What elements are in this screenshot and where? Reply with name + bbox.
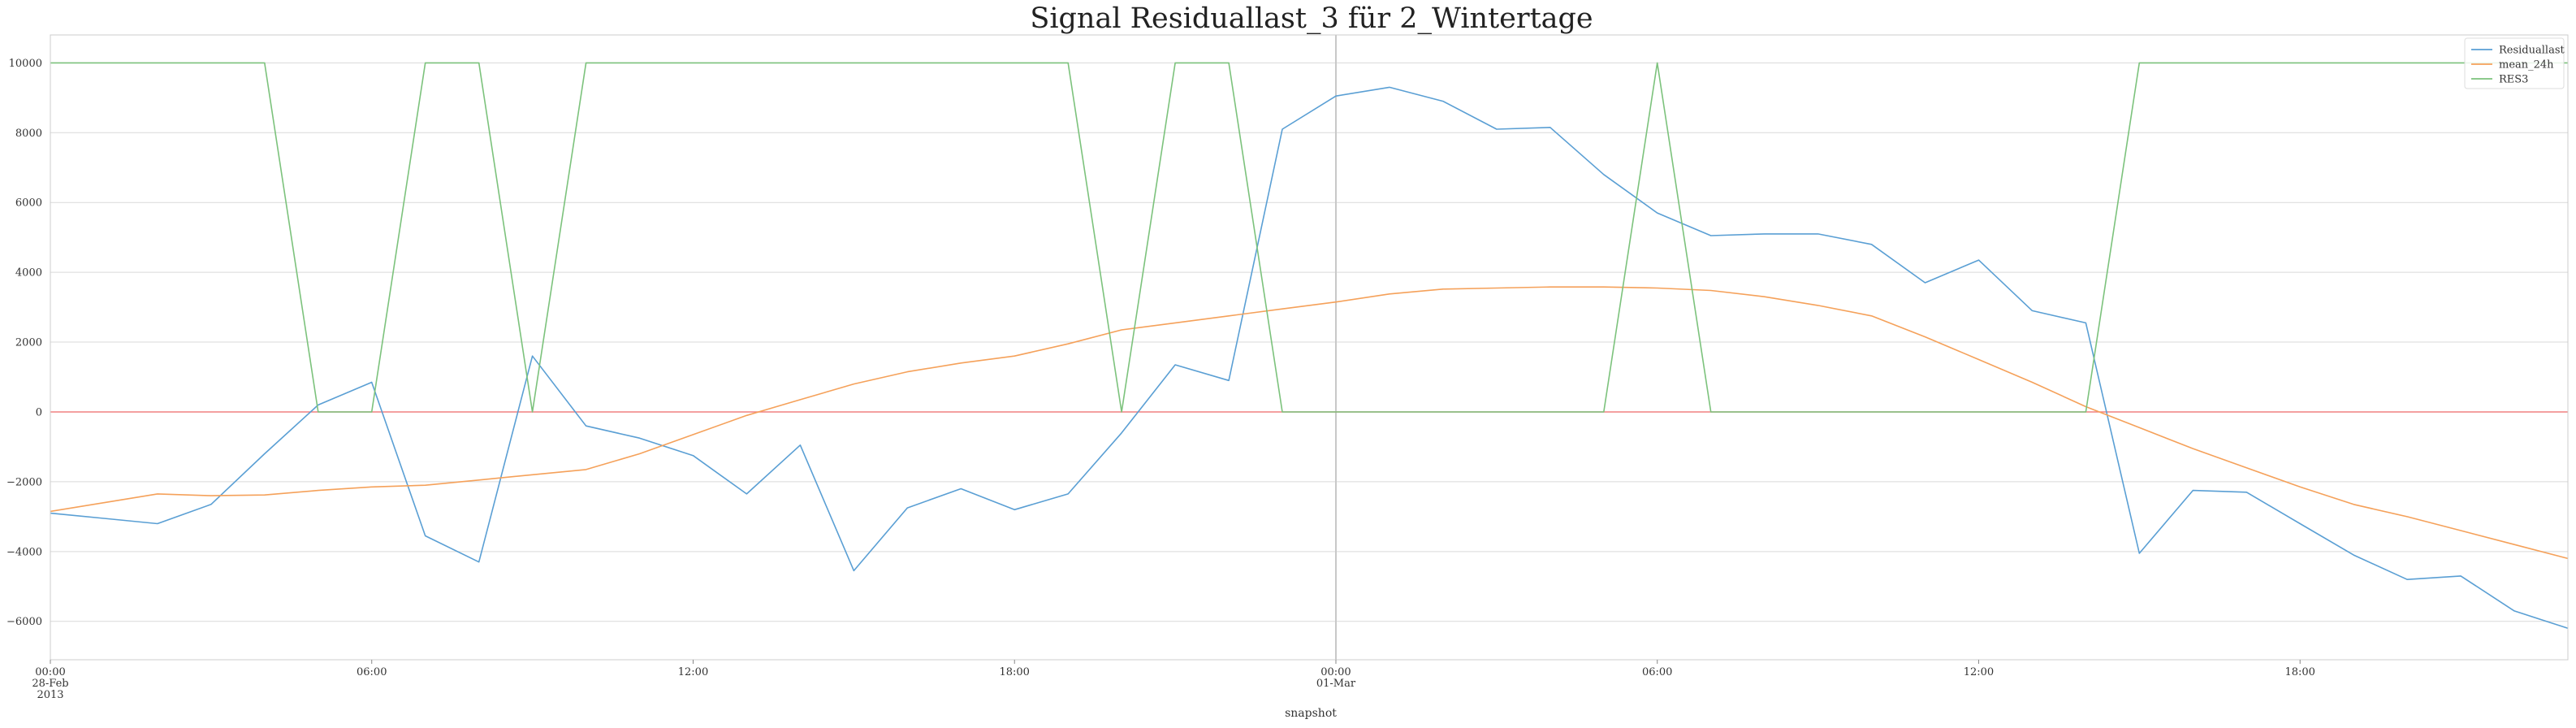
series-line-mean-24h: [50, 286, 2569, 560]
y-tick-label: 10000: [9, 58, 42, 70]
x-tick-label: 18:00: [2284, 666, 2315, 678]
y-tick-label: −6000: [6, 616, 42, 628]
series-lines: [50, 62, 2569, 630]
x-tick-label: 12:00: [1964, 666, 1994, 678]
reference-lines: [50, 35, 2568, 660]
x-tick-label: 00:00: [35, 666, 65, 678]
chart-title: Signal Residuallast_3 für 2_Wintertage: [1030, 2, 1593, 35]
y-tick-label: −2000: [6, 476, 42, 488]
y-tick-label: 4000: [15, 267, 42, 280]
legend: Residuallast mean_24h RES3: [2464, 37, 2565, 89]
x-tick-label: 01-Mar: [1316, 678, 1356, 690]
x-tick-label: 12:00: [678, 666, 708, 678]
legend-entry: RES3: [2499, 74, 2528, 86]
y-tick-label: 8000: [15, 128, 42, 140]
y-axis-ticks: −6000 −4000 −2000 0 2000 4000 6000 8000 10000: [6, 58, 42, 628]
x-tick-label: 06:00: [357, 666, 387, 678]
x-tick-label: 2013: [37, 689, 63, 701]
x-axis-label: snapshot: [1285, 707, 1337, 720]
plot-frame: [50, 34, 2569, 661]
y-tick-label: −4000: [6, 546, 42, 558]
x-tick-label: 06:00: [1642, 666, 1672, 678]
x-tick-label: 18:00: [999, 666, 1029, 678]
x-tick-label: 28-Feb: [32, 678, 68, 690]
y-tick-label: 0: [36, 406, 42, 418]
legend-box: [2464, 37, 2565, 89]
legend-entry: Residuallast: [2499, 45, 2565, 57]
y-tick-label: 6000: [15, 197, 42, 210]
x-tick-label: 00:00: [1320, 666, 1351, 678]
series-line-residuallast: [50, 86, 2569, 630]
legend-entry: mean_24h: [2499, 59, 2554, 72]
y-tick-label: 2000: [15, 337, 42, 349]
series-line-res3: [50, 62, 2568, 413]
